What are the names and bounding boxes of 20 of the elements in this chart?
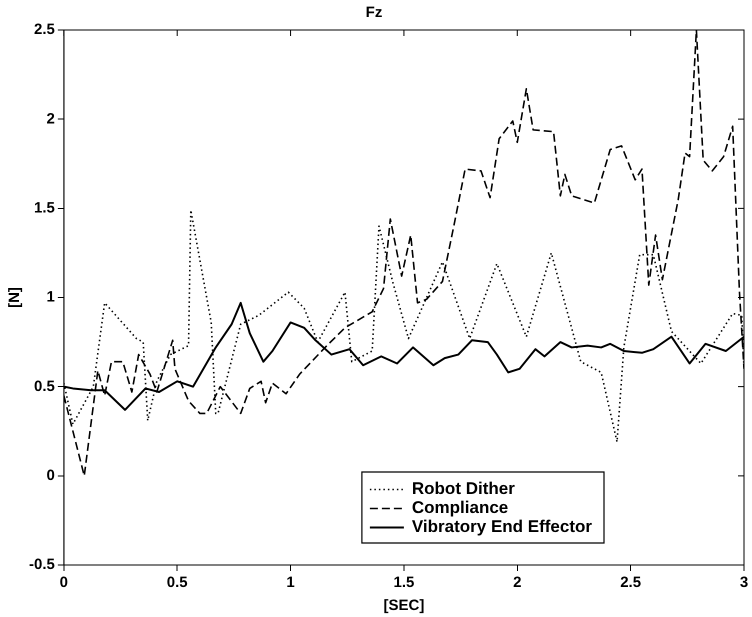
x-tick-label: 0 [60,574,68,592]
x-tick-label: 2 [513,574,522,592]
y-tick-label: 1.5 [34,199,55,216]
x-tick-label: 0.5 [166,574,188,592]
x-tick-label: 3 [740,574,748,592]
legend-label: Robot Dither [412,479,516,498]
y-tick-label: 1 [46,288,55,306]
x-tick-label: 2.5 [620,574,642,592]
y-axis-title: [N] [6,287,24,308]
x-tick-label: 1.5 [393,574,414,592]
legend-label: Compliance [412,498,508,518]
y-tick-label: -0.5 [28,556,55,574]
chart-title: Fz [366,4,382,22]
y-tick-label: 0 [46,466,55,484]
x-tick-label: 1 [286,574,295,592]
y-tick-label: 0.5 [34,378,55,395]
y-tick-label: 2 [46,110,55,128]
y-tick-label: 2.5 [34,21,55,38]
x-axis-title: [SEC] [384,597,424,614]
legend-label: Vibratory End Effector [412,517,592,536]
